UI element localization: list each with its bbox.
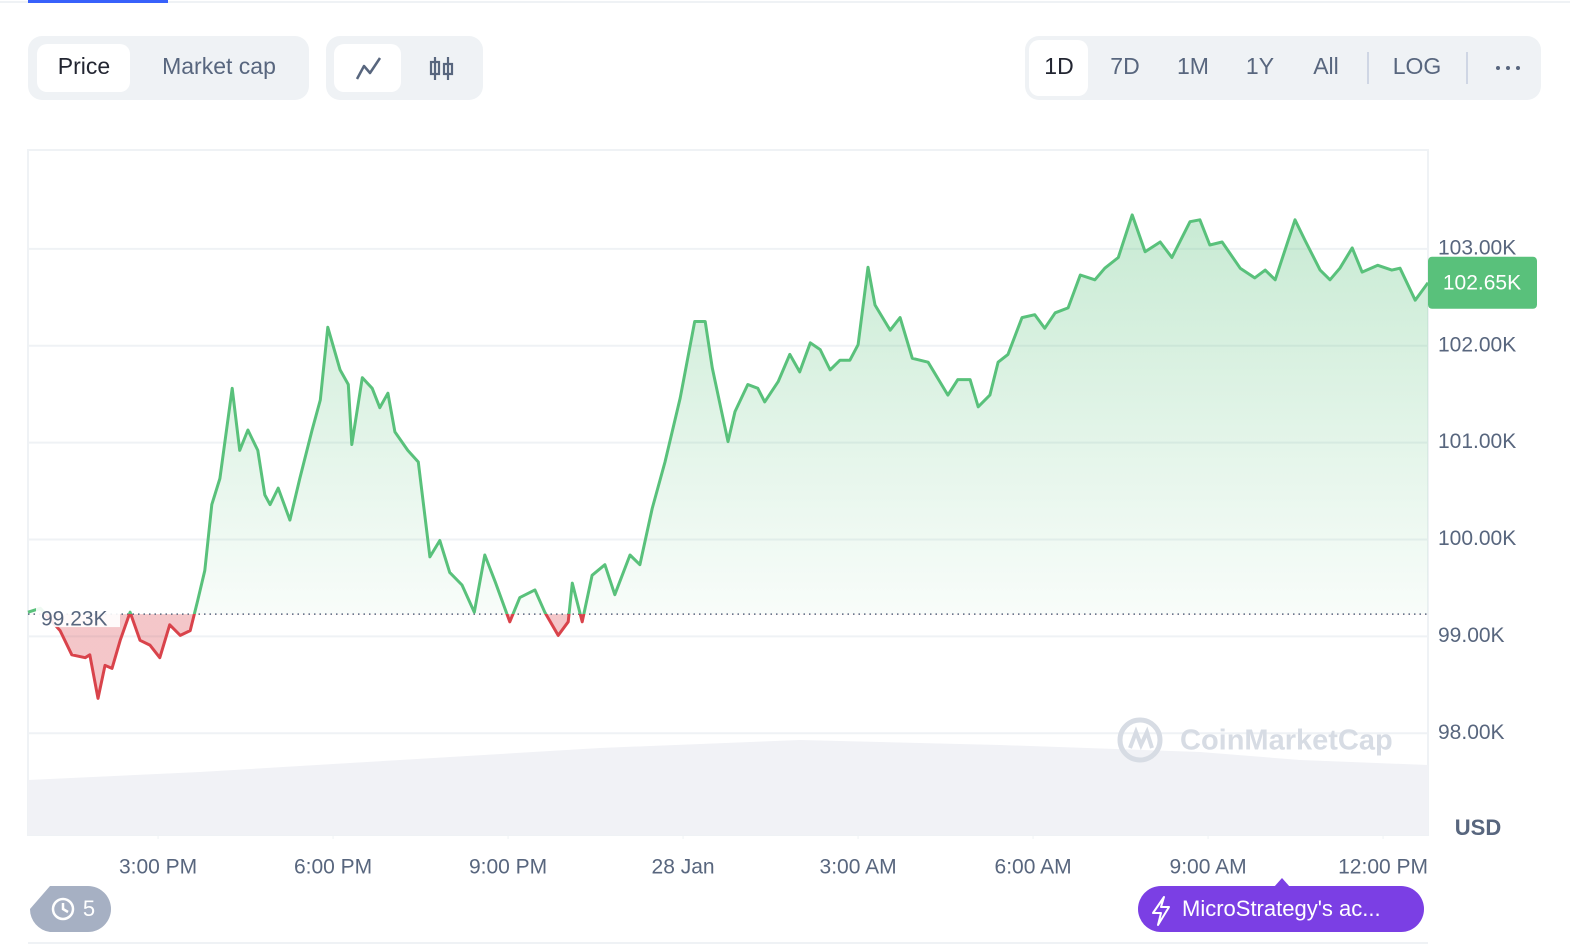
- history-count[interactable]: 5: [83, 896, 95, 921]
- watermark-text: CoinMarketCap: [1180, 725, 1393, 757]
- y-axis-label: USD: [1455, 815, 1501, 840]
- baseline-label: 99.23K: [41, 608, 108, 631]
- tab-indicator: [28, 0, 168, 3]
- tab-market-cap[interactable]: Market cap: [162, 53, 276, 79]
- x-tick-label: 6:00 AM: [995, 856, 1072, 879]
- baseline-label-bg: [36, 599, 120, 628]
- x-tick-label: 9:00 AM: [1170, 856, 1247, 879]
- history-badge[interactable]: 5: [29, 886, 111, 932]
- chart-layer: 99.23K 102.65K: [27, 213, 1537, 700]
- x-tick-label: 3:00 AM: [820, 856, 897, 879]
- event-text[interactable]: MicroStrategy's ac...: [1182, 896, 1381, 921]
- x-tick-label: 28 Jan: [652, 856, 715, 879]
- range-button[interactable]: 1M: [1177, 53, 1209, 79]
- y-tick-label: 101.00K: [1438, 430, 1516, 453]
- range-button[interactable]: All: [1313, 53, 1339, 79]
- x-tick-label: 9:00 PM: [469, 856, 547, 879]
- watermark: CoinMarketCap: [1117, 717, 1393, 763]
- range-button[interactable]: 7D: [1110, 53, 1139, 79]
- current-price-tag: [1428, 256, 1537, 309]
- current-price-label: 102.65K: [1443, 271, 1521, 294]
- y-tick-label: 102.00K: [1438, 333, 1516, 356]
- candle-icon[interactable]: [429, 57, 454, 80]
- line-chart-button[interactable]: [334, 44, 401, 92]
- tab-active[interactable]: [37, 44, 130, 92]
- volume-area: [28, 740, 1428, 835]
- more-button[interactable]: [1496, 66, 1520, 70]
- log-button[interactable]: LOG: [1393, 53, 1442, 79]
- x-tick-label: 6:00 PM: [294, 856, 372, 879]
- price-line: [27, 213, 1430, 700]
- y-tick-label: 99.00K: [1438, 624, 1505, 647]
- y-tick-label: 98.00K: [1438, 721, 1505, 744]
- range-button[interactable]: 1Y: [1246, 53, 1274, 79]
- x-tick-label: 3:00 PM: [119, 856, 197, 879]
- line-icon: [355, 57, 382, 80]
- range-group: [1025, 36, 1541, 100]
- range-button[interactable]: 1D: [1044, 53, 1073, 79]
- range-active[interactable]: [1029, 40, 1088, 96]
- x-tick-label: 12:00 PM: [1338, 856, 1428, 879]
- y-tick-label: 103.00K: [1438, 236, 1516, 259]
- price-area: [28, 214, 1428, 699]
- tab-price[interactable]: Price: [58, 53, 110, 79]
- y-tick-label: 100.00K: [1438, 527, 1516, 550]
- event-pill[interactable]: MicroStrategy's ac...: [1138, 878, 1424, 932]
